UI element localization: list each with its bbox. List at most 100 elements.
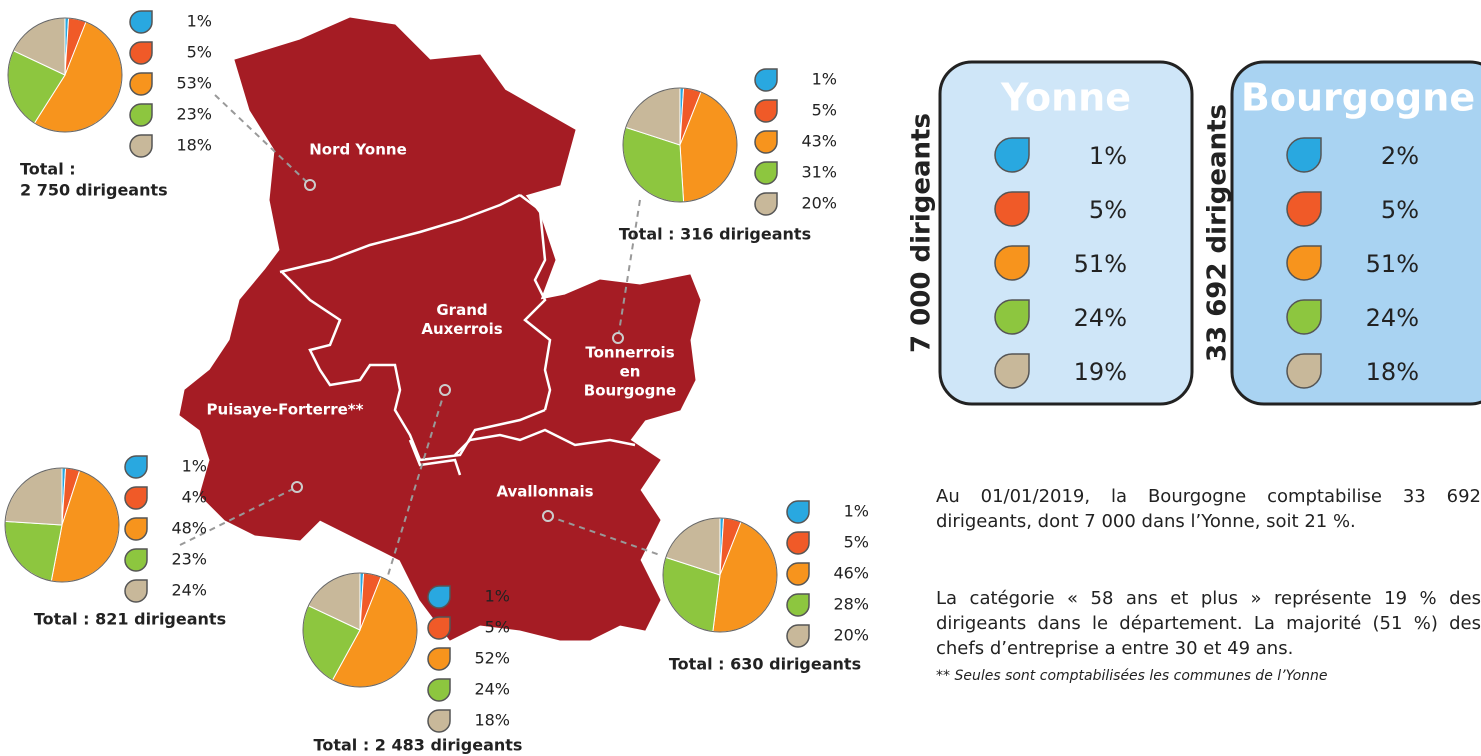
pie-outline — [662, 517, 778, 633]
legend-icon — [427, 709, 451, 733]
region-label: Avallonnais — [496, 483, 593, 501]
box-side-label: 33 692 dirigeants — [1203, 104, 1233, 362]
legend-value: 24% — [171, 581, 207, 600]
legend-icon — [1286, 299, 1322, 335]
pie-total: Total : 2 483 dirigeants — [314, 736, 523, 755]
pie-total: Total : 316 dirigeants — [619, 225, 811, 244]
legend-value: 53% — [176, 74, 212, 93]
box-value: 24% — [1366, 304, 1419, 332]
legend-icon — [1286, 137, 1322, 173]
box-title: Bourgogne — [1241, 76, 1475, 120]
connectors — [179, 94, 661, 586]
legend-icon — [786, 562, 810, 586]
box-value: 51% — [1074, 250, 1127, 278]
pie-total: Total : — [20, 160, 76, 179]
legend-icon — [124, 517, 148, 541]
legend-icon — [754, 130, 778, 154]
pie-total: 2 750 dirigeants — [20, 181, 168, 200]
legend-value: 1% — [844, 502, 869, 521]
pie-outline — [622, 87, 738, 203]
region-label: Bourgogne — [584, 382, 676, 400]
region-label: en — [620, 363, 641, 381]
paragraph: La catégorie « 58 ans et plus » représen… — [936, 588, 1481, 659]
box-value: 18% — [1366, 358, 1419, 386]
legend-icon — [129, 103, 153, 127]
region-borders — [279, 193, 636, 476]
pie-slice — [4, 520, 63, 582]
legend-icon — [124, 486, 148, 510]
legend-value: 5% — [812, 101, 837, 120]
box-value: 5% — [1381, 196, 1419, 224]
pie-total: Total : 821 dirigeants — [34, 610, 226, 629]
legend-icon — [427, 585, 451, 609]
region-label: Tonnerrois — [585, 344, 674, 362]
legend-icon — [1286, 245, 1322, 281]
legend-icon — [994, 191, 1030, 227]
pie-outline — [7, 17, 123, 133]
legend-icon — [786, 593, 810, 617]
legend-icon — [129, 10, 153, 34]
legend-value: 5% — [187, 43, 212, 62]
pie-outline — [302, 572, 418, 688]
legend-icon — [427, 616, 451, 640]
legend-value: 46% — [833, 564, 869, 583]
legend-value: 5% — [485, 618, 510, 637]
box-side-label: 7 000 dirigeants — [907, 113, 937, 353]
map-shape — [179, 17, 701, 641]
legend-icon — [994, 245, 1030, 281]
legend-icon — [124, 548, 148, 572]
legend-value: 20% — [801, 194, 837, 213]
legend-value: 31% — [801, 163, 837, 182]
legend-icon — [124, 579, 148, 603]
legend-icon — [994, 299, 1030, 335]
box-value: 2% — [1381, 142, 1419, 170]
region-label: Puisaye-Forterre** — [207, 401, 364, 419]
region-label: Auxerrois — [421, 320, 502, 338]
legend-value: 4% — [182, 488, 207, 507]
pie-slice — [4, 467, 63, 526]
legend-icon — [129, 134, 153, 158]
legend-icon — [754, 192, 778, 216]
region-label: Grand — [436, 301, 487, 319]
legend-value: 1% — [187, 12, 212, 31]
box-title: Yonne — [1000, 76, 1131, 120]
legend-value: 5% — [844, 533, 869, 552]
legend-icon — [427, 678, 451, 702]
legend-value: 18% — [176, 136, 212, 155]
legend-value: 20% — [833, 626, 869, 645]
legend-icon — [1286, 191, 1322, 227]
legend-icon — [427, 647, 451, 671]
box-value: 19% — [1074, 358, 1127, 386]
box-value: 24% — [1074, 304, 1127, 332]
legend-icon — [786, 624, 810, 648]
legend-icon — [129, 72, 153, 96]
legend-value: 28% — [833, 595, 869, 614]
legend-value: 1% — [485, 587, 510, 606]
legend-value: 48% — [171, 519, 207, 538]
region-label: Nord Yonne — [309, 141, 407, 159]
footnote: ** Seules sont comptabilisées les commun… — [936, 668, 1328, 684]
legend-value: 43% — [801, 132, 837, 151]
legend-icon — [994, 353, 1030, 389]
legend-icon — [994, 137, 1030, 173]
legend-icon — [786, 500, 810, 524]
legend-icon — [754, 68, 778, 92]
legend-value: 24% — [474, 680, 510, 699]
region-points — [291, 179, 624, 522]
legend-value: 23% — [176, 105, 212, 124]
legend-value: 1% — [812, 70, 837, 89]
box-value: 51% — [1366, 250, 1419, 278]
legend-icon — [754, 99, 778, 123]
legend-icon — [754, 161, 778, 185]
legend-icon — [124, 455, 148, 479]
legend-value: 52% — [474, 649, 510, 668]
box-value: 5% — [1089, 196, 1127, 224]
pie-outline — [4, 467, 120, 583]
legend-icon — [1286, 353, 1322, 389]
box-value: 1% — [1089, 142, 1127, 170]
legend-value: 23% — [171, 550, 207, 569]
legend-icon — [129, 41, 153, 65]
legend-icon — [786, 531, 810, 555]
